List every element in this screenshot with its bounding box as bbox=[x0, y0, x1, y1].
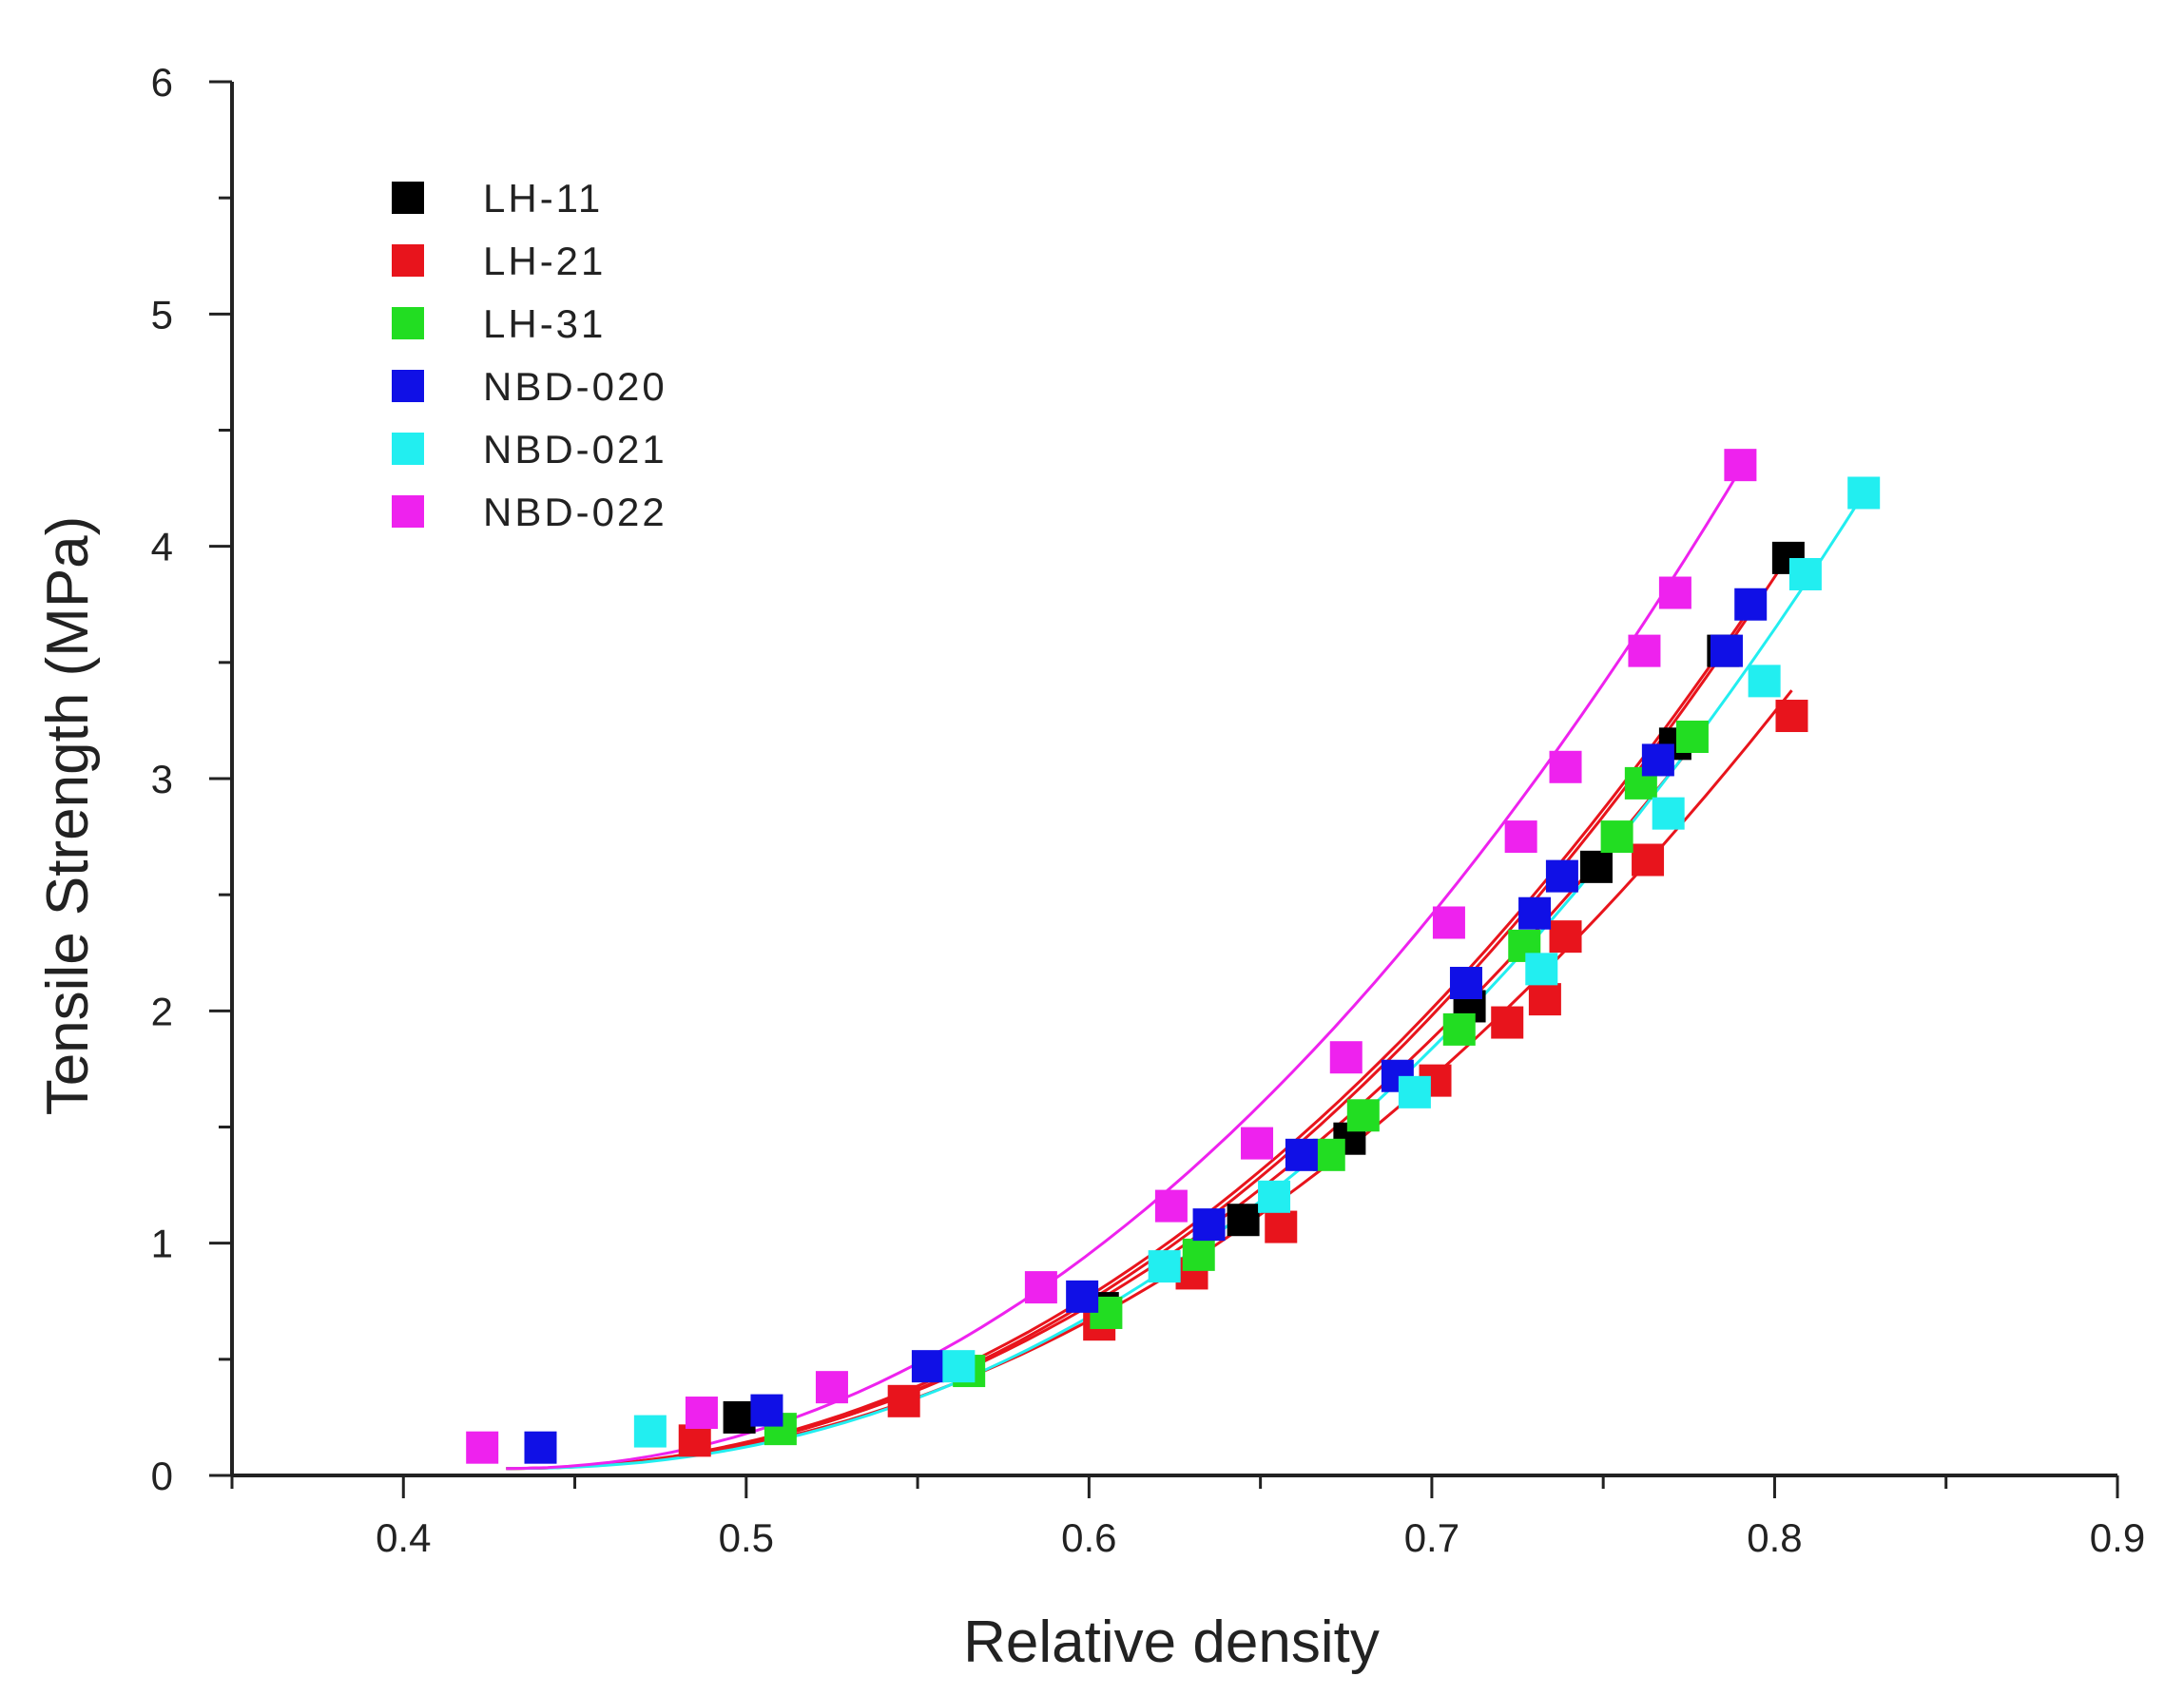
data-point bbox=[942, 1350, 976, 1383]
legend-label: LH-21 bbox=[483, 239, 606, 283]
data-point bbox=[1579, 850, 1613, 883]
data-point bbox=[1265, 1210, 1298, 1243]
data-point bbox=[887, 1384, 920, 1417]
y-tick-label: 6 bbox=[151, 60, 173, 105]
data-point bbox=[1518, 896, 1552, 930]
legend-label: NBD-021 bbox=[483, 427, 667, 472]
data-point bbox=[1528, 983, 1561, 1016]
data-points bbox=[466, 449, 1881, 1464]
legend-marker bbox=[392, 244, 424, 277]
legend-label: LH-31 bbox=[483, 301, 606, 346]
data-point bbox=[1432, 906, 1465, 939]
data-point bbox=[1066, 1280, 1099, 1313]
data-point bbox=[1148, 1250, 1181, 1283]
data-point bbox=[1241, 1127, 1274, 1160]
data-point bbox=[1525, 953, 1558, 986]
x-tick-label: 0.4 bbox=[376, 1515, 431, 1560]
x-tick-label: 0.8 bbox=[1747, 1515, 1802, 1560]
data-point bbox=[1329, 1041, 1363, 1074]
x-tick-label: 0.7 bbox=[1404, 1515, 1459, 1560]
data-point bbox=[1549, 920, 1582, 954]
legend-label: NBD-020 bbox=[483, 364, 667, 409]
data-point bbox=[633, 1415, 667, 1448]
data-point bbox=[1788, 557, 1822, 590]
legend-marker bbox=[392, 182, 424, 214]
data-point bbox=[1442, 1012, 1476, 1046]
fit-curve bbox=[506, 689, 1793, 1471]
data-point bbox=[678, 1424, 711, 1457]
y-tick-label: 1 bbox=[151, 1222, 173, 1266]
data-point bbox=[1641, 743, 1674, 777]
data-point bbox=[1549, 750, 1582, 783]
axes: 0.4 0.5 0.6 0.7 0.8 0.9 0 1 2 3 4 5 6 bbox=[151, 60, 2146, 1560]
y-tick-label: 5 bbox=[151, 292, 173, 337]
data-point bbox=[1346, 1099, 1380, 1132]
data-point bbox=[1154, 1189, 1188, 1223]
y-tick-label: 3 bbox=[151, 757, 173, 801]
fit-curves bbox=[506, 457, 1869, 1471]
data-point bbox=[466, 1431, 499, 1464]
data-point bbox=[1491, 1006, 1524, 1039]
data-point bbox=[1600, 820, 1633, 854]
data-point bbox=[1024, 1271, 1057, 1304]
y-tick-label: 4 bbox=[151, 525, 173, 569]
legend: LH-11 LH-21 LH-31 NBD-020 NBD-021 NBD-022 bbox=[392, 176, 667, 534]
data-point bbox=[1285, 1138, 1318, 1171]
data-point bbox=[911, 1350, 944, 1383]
data-point bbox=[1847, 476, 1881, 510]
data-point bbox=[1724, 449, 1757, 482]
legend-marker bbox=[392, 495, 424, 528]
fit-curve bbox=[506, 487, 1869, 1471]
y-axis-title: Tensile Strength (MPa) bbox=[35, 516, 101, 1116]
data-point bbox=[1182, 1238, 1215, 1271]
legend-label: NBD-022 bbox=[483, 490, 667, 534]
x-axis-title: Relative density bbox=[963, 1609, 1380, 1675]
legend-marker bbox=[392, 307, 424, 339]
x-tick-label: 0.6 bbox=[1061, 1515, 1116, 1560]
data-point bbox=[1258, 1180, 1291, 1213]
data-point bbox=[524, 1431, 557, 1464]
data-point bbox=[1748, 665, 1781, 698]
data-point bbox=[1398, 1075, 1431, 1108]
legend-marker bbox=[392, 370, 424, 402]
data-point bbox=[1710, 634, 1743, 667]
data-point bbox=[1675, 721, 1709, 754]
data-point bbox=[685, 1397, 718, 1430]
fit-curve bbox=[506, 596, 1759, 1471]
x-tick-label: 0.9 bbox=[2090, 1515, 2145, 1560]
data-point bbox=[1449, 967, 1482, 1000]
legend-marker bbox=[392, 433, 424, 465]
data-point bbox=[1312, 1138, 1345, 1171]
fit-curve bbox=[506, 457, 1749, 1471]
y-tick-label: 0 bbox=[151, 1454, 173, 1498]
data-point bbox=[815, 1371, 848, 1404]
legend-label: LH-11 bbox=[483, 176, 603, 221]
data-point bbox=[1628, 634, 1661, 667]
data-point bbox=[723, 1400, 756, 1434]
y-tick-label: 2 bbox=[151, 989, 173, 1033]
data-point bbox=[1775, 700, 1808, 733]
data-point bbox=[1227, 1204, 1260, 1237]
data-point bbox=[1504, 820, 1537, 854]
data-point bbox=[1658, 576, 1691, 609]
data-point bbox=[1734, 588, 1768, 621]
data-point bbox=[1192, 1208, 1226, 1242]
x-tick-label: 0.5 bbox=[719, 1515, 774, 1560]
data-point bbox=[1632, 843, 1665, 877]
data-point bbox=[1545, 859, 1578, 893]
data-point bbox=[1652, 797, 1685, 830]
data-point bbox=[750, 1394, 783, 1427]
